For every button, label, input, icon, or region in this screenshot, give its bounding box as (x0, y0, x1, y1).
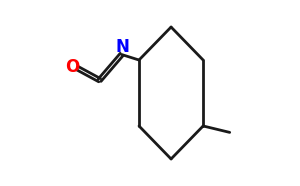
Text: N: N (115, 38, 129, 56)
Text: O: O (65, 58, 80, 76)
